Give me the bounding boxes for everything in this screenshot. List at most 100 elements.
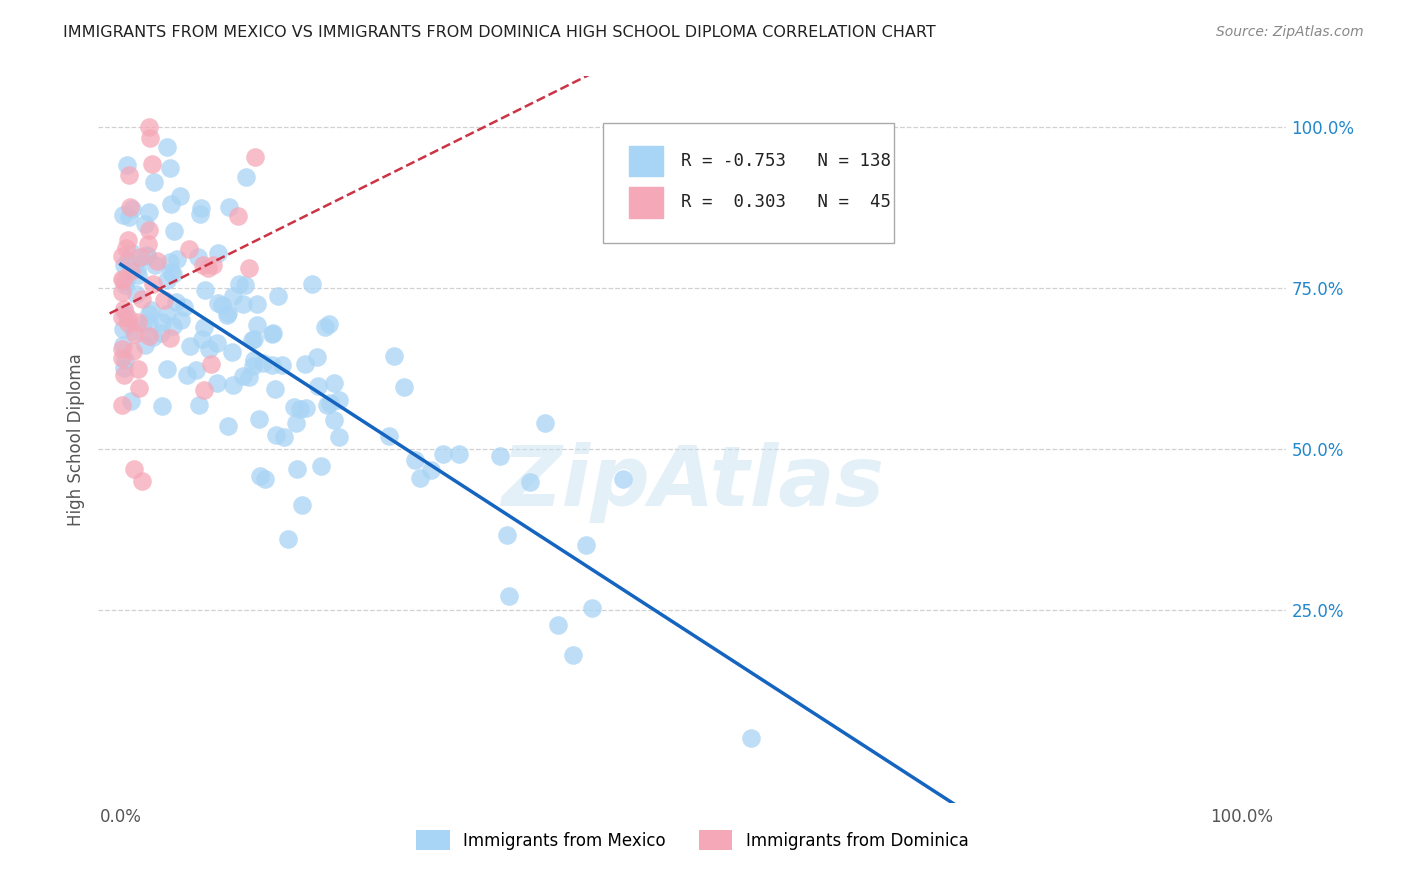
Point	[142, 277, 165, 291]
Point	[432, 447, 454, 461]
Point	[111, 272, 134, 286]
Point	[117, 211, 139, 225]
Point	[267, 289, 290, 303]
Point	[142, 329, 165, 343]
Point	[228, 277, 250, 291]
Point	[117, 311, 139, 326]
Point	[165, 294, 187, 309]
Point	[112, 301, 135, 316]
Point	[519, 475, 541, 489]
Point	[294, 357, 316, 371]
Point	[114, 242, 136, 256]
Point	[217, 418, 239, 433]
Point	[146, 253, 169, 268]
Point	[740, 731, 762, 746]
Point	[498, 589, 520, 603]
Point	[156, 139, 179, 153]
Point	[222, 289, 245, 303]
Point	[114, 306, 136, 320]
Point	[205, 335, 228, 350]
Point	[246, 297, 269, 311]
Point	[226, 209, 249, 223]
Point	[111, 343, 134, 357]
Point	[136, 237, 159, 252]
Point	[179, 242, 201, 256]
Point	[392, 380, 415, 394]
Point	[124, 326, 146, 341]
Point	[232, 368, 254, 383]
Point	[124, 259, 146, 273]
Bar	[630, 145, 662, 176]
Point	[150, 399, 173, 413]
Point	[218, 200, 240, 214]
Point	[156, 362, 179, 376]
Point	[162, 267, 184, 281]
Point	[201, 258, 224, 272]
Point	[295, 401, 318, 415]
Text: R = -0.753   N = 138: R = -0.753 N = 138	[681, 152, 890, 169]
Point	[562, 648, 585, 663]
Point	[127, 361, 149, 376]
Point	[169, 189, 191, 203]
Point	[409, 471, 432, 485]
Point	[150, 315, 173, 329]
Text: ZipAtlas: ZipAtlas	[501, 442, 884, 524]
Point	[262, 326, 284, 340]
Point	[266, 428, 288, 442]
Point	[285, 416, 308, 430]
Point	[233, 278, 256, 293]
Y-axis label: High School Diploma: High School Diploma	[66, 353, 84, 525]
Point	[159, 255, 181, 269]
Point	[112, 338, 135, 352]
Point	[207, 296, 229, 310]
Point	[166, 252, 188, 267]
Point	[217, 306, 239, 320]
Point	[322, 413, 344, 427]
Point	[190, 201, 212, 215]
Point	[188, 398, 211, 412]
Point	[117, 254, 139, 268]
Point	[188, 207, 211, 221]
Point	[328, 430, 350, 444]
Point	[121, 246, 143, 260]
Point	[138, 316, 160, 330]
Point	[315, 398, 337, 412]
Point	[253, 472, 276, 486]
Point	[159, 331, 181, 345]
Point	[301, 277, 323, 291]
Point	[120, 264, 142, 278]
Point	[112, 208, 135, 222]
Point	[141, 302, 163, 317]
Point	[118, 201, 141, 215]
Point	[249, 468, 271, 483]
FancyBboxPatch shape	[603, 123, 894, 243]
Point	[273, 430, 295, 444]
Point	[114, 352, 136, 367]
Point	[288, 402, 311, 417]
Point	[136, 249, 159, 263]
Point	[184, 362, 207, 376]
Point	[238, 370, 260, 384]
Point	[318, 318, 340, 332]
Point	[170, 313, 193, 327]
Point	[131, 474, 153, 488]
Point	[117, 158, 139, 172]
Point	[221, 378, 243, 392]
Point	[138, 329, 160, 343]
Point	[138, 307, 160, 321]
Point	[127, 268, 149, 282]
Point	[378, 429, 401, 443]
Point	[141, 157, 163, 171]
Point	[283, 400, 305, 414]
Point	[160, 264, 183, 278]
Point	[138, 120, 160, 135]
Point	[121, 344, 143, 359]
Point	[125, 261, 148, 276]
Point	[197, 342, 219, 356]
Point	[127, 315, 149, 329]
Point	[264, 382, 287, 396]
Point	[160, 197, 183, 211]
Point	[193, 258, 215, 272]
Point	[112, 273, 135, 287]
Point	[232, 297, 254, 311]
